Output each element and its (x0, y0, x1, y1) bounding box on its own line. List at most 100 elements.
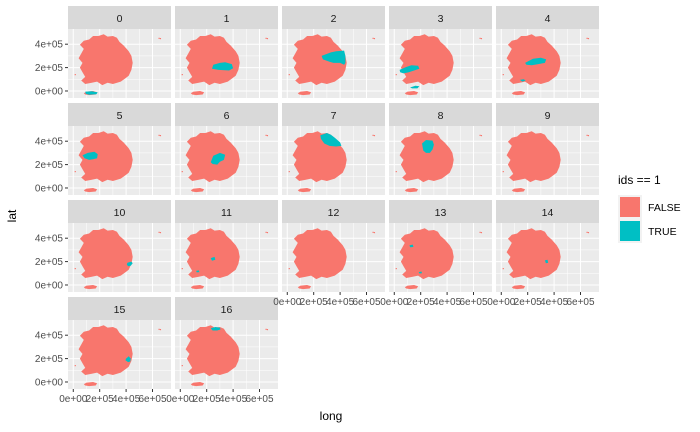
x-tick-label: 0e+00 (273, 297, 302, 308)
y-tick-label: 2e+05 (35, 63, 64, 74)
region-false-islet (266, 134, 269, 137)
region-false-islet (265, 231, 267, 233)
y-axis-title: lat (5, 209, 19, 222)
x-tick-label: 2e+05 (86, 394, 115, 405)
x-tick-label: 0e+00 (380, 297, 409, 308)
region-false-jeju (190, 382, 205, 387)
region-false-islet (373, 134, 376, 137)
y-tick-label: 0e+00 (35, 280, 64, 291)
region-false-jeju (297, 285, 312, 290)
region-false-mainland (185, 228, 240, 280)
region-false-mainland (399, 131, 454, 183)
region-false-jeju (511, 91, 526, 96)
region-false-islet (480, 231, 483, 234)
facet-strip (496, 103, 599, 126)
region-false-islet (181, 365, 183, 367)
facet-14: 14 (496, 200, 599, 292)
region-false-islet (587, 231, 590, 234)
axis-ticks: 0e+002e+054e+050e+002e+054e+050e+002e+05… (35, 40, 595, 405)
facet-strip (175, 6, 278, 29)
legend-swatch-true (620, 221, 640, 241)
region-false-islet (480, 37, 483, 40)
facet-strip (282, 6, 385, 29)
region-false-islet (74, 268, 76, 270)
region-false-islet (479, 134, 481, 136)
x-axis-title: long (320, 409, 343, 423)
facet-strip (496, 200, 599, 223)
region-false-islet (288, 268, 290, 270)
y-tick-label: 0e+00 (35, 86, 64, 97)
region-true (320, 133, 342, 147)
region-false-islet (372, 37, 374, 39)
region-false-islet (586, 134, 588, 136)
x-tick-label: 2e+05 (407, 297, 436, 308)
region-false-islet (372, 231, 374, 233)
region-false-mainland (78, 34, 133, 86)
region-false-islet (181, 268, 183, 270)
facet-strip-label: 5 (117, 110, 123, 122)
region-true (544, 259, 549, 264)
region-false-islet (479, 37, 481, 39)
region-false-islet (265, 328, 267, 330)
legend: ids == 1 FALSE TRUE (618, 173, 681, 243)
facet-strip (68, 297, 171, 320)
region-false-mainland (185, 34, 240, 86)
region-true (399, 65, 420, 74)
facet-strip-label: 0 (117, 13, 123, 25)
region-false-mainland (506, 228, 561, 280)
region-false-islet (74, 171, 76, 173)
x-tick-label: 4e+05 (433, 297, 462, 308)
region-true (525, 57, 547, 66)
region-true (212, 62, 234, 71)
region-false-islet (373, 231, 376, 234)
region-false-jeju (190, 91, 205, 96)
region-false-jeju (297, 91, 312, 96)
facet-strip-label: 13 (435, 207, 447, 219)
region-true (409, 244, 414, 248)
region-false-mainland (185, 131, 240, 183)
facet-strip (389, 6, 492, 29)
y-tick-label: 2e+05 (35, 354, 64, 365)
facet-strip-label: 8 (438, 110, 444, 122)
region-false-islet (159, 231, 162, 234)
facet-strip-label: 14 (542, 207, 554, 219)
region-false-jeju (83, 188, 98, 193)
legend-title: ids == 1 (618, 173, 661, 187)
facet-strip-label: 7 (331, 110, 337, 122)
region-false-mainland (399, 228, 454, 280)
y-tick-label: 0e+00 (35, 377, 64, 388)
x-tick-label: 0e+00 (166, 394, 195, 405)
region-false-islet (74, 365, 76, 367)
y-tick-label: 4e+05 (35, 234, 64, 245)
region-false-islet (587, 37, 590, 40)
region-false-jeju (511, 188, 526, 193)
region-false-mainland (506, 131, 561, 183)
facet-strip (175, 103, 278, 126)
region-false-mainland (399, 34, 454, 86)
facet-strip (389, 103, 492, 126)
facet-strip (389, 200, 492, 223)
facet-9: 9 (496, 103, 599, 195)
region-true (210, 256, 216, 261)
region-true (210, 327, 221, 331)
x-tick-label: 4e+05 (112, 394, 141, 405)
region-false-islet (265, 134, 267, 136)
facet-strip (68, 6, 171, 29)
facet-strip (282, 103, 385, 126)
facet-16: 16 (175, 297, 278, 389)
region-false-mainland (185, 325, 240, 377)
region-false-islet (480, 134, 483, 137)
y-tick-label: 2e+05 (35, 160, 64, 171)
region-false-islet (372, 134, 374, 136)
region-false-islet (373, 37, 376, 40)
region-false-islet (587, 134, 590, 137)
x-tick-label: 2e+05 (193, 394, 222, 405)
region-true (82, 151, 98, 160)
region-false-islet (158, 37, 160, 39)
region-false-islet (288, 171, 290, 173)
region-true (126, 261, 133, 267)
region-true (210, 152, 226, 165)
facet-4: 4 (496, 6, 599, 98)
facet-strip-label: 11 (221, 207, 232, 219)
